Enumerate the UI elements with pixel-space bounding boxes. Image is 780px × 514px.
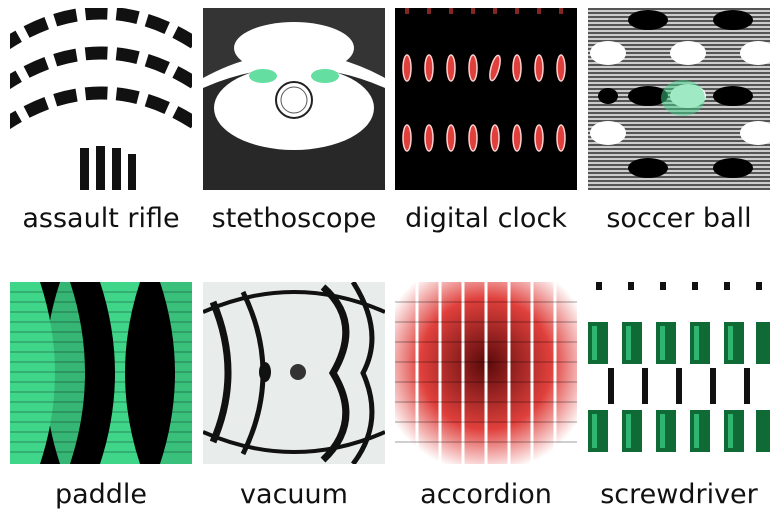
paddle-image (10, 282, 192, 464)
stethoscope-image (203, 8, 385, 190)
stethoscope-caption: stethoscope (211, 203, 377, 234)
soccer-ball-image (588, 8, 770, 190)
vacuum-caption: vacuum (240, 479, 348, 510)
accordion-caption: accordion (420, 479, 552, 510)
assault-rifle-image (10, 8, 192, 190)
vacuum-image (203, 282, 385, 464)
assault-rifle-caption: assault rifle (22, 203, 180, 234)
screwdriver-image (588, 282, 770, 464)
accordion-image (395, 282, 577, 464)
digital-clock-image (395, 8, 577, 190)
digital-clock-caption: digital clock (405, 203, 567, 234)
soccer-ball-caption: soccer ball (606, 203, 752, 234)
screwdriver-caption: screwdriver (600, 479, 758, 510)
paddle-caption: paddle (54, 479, 148, 510)
